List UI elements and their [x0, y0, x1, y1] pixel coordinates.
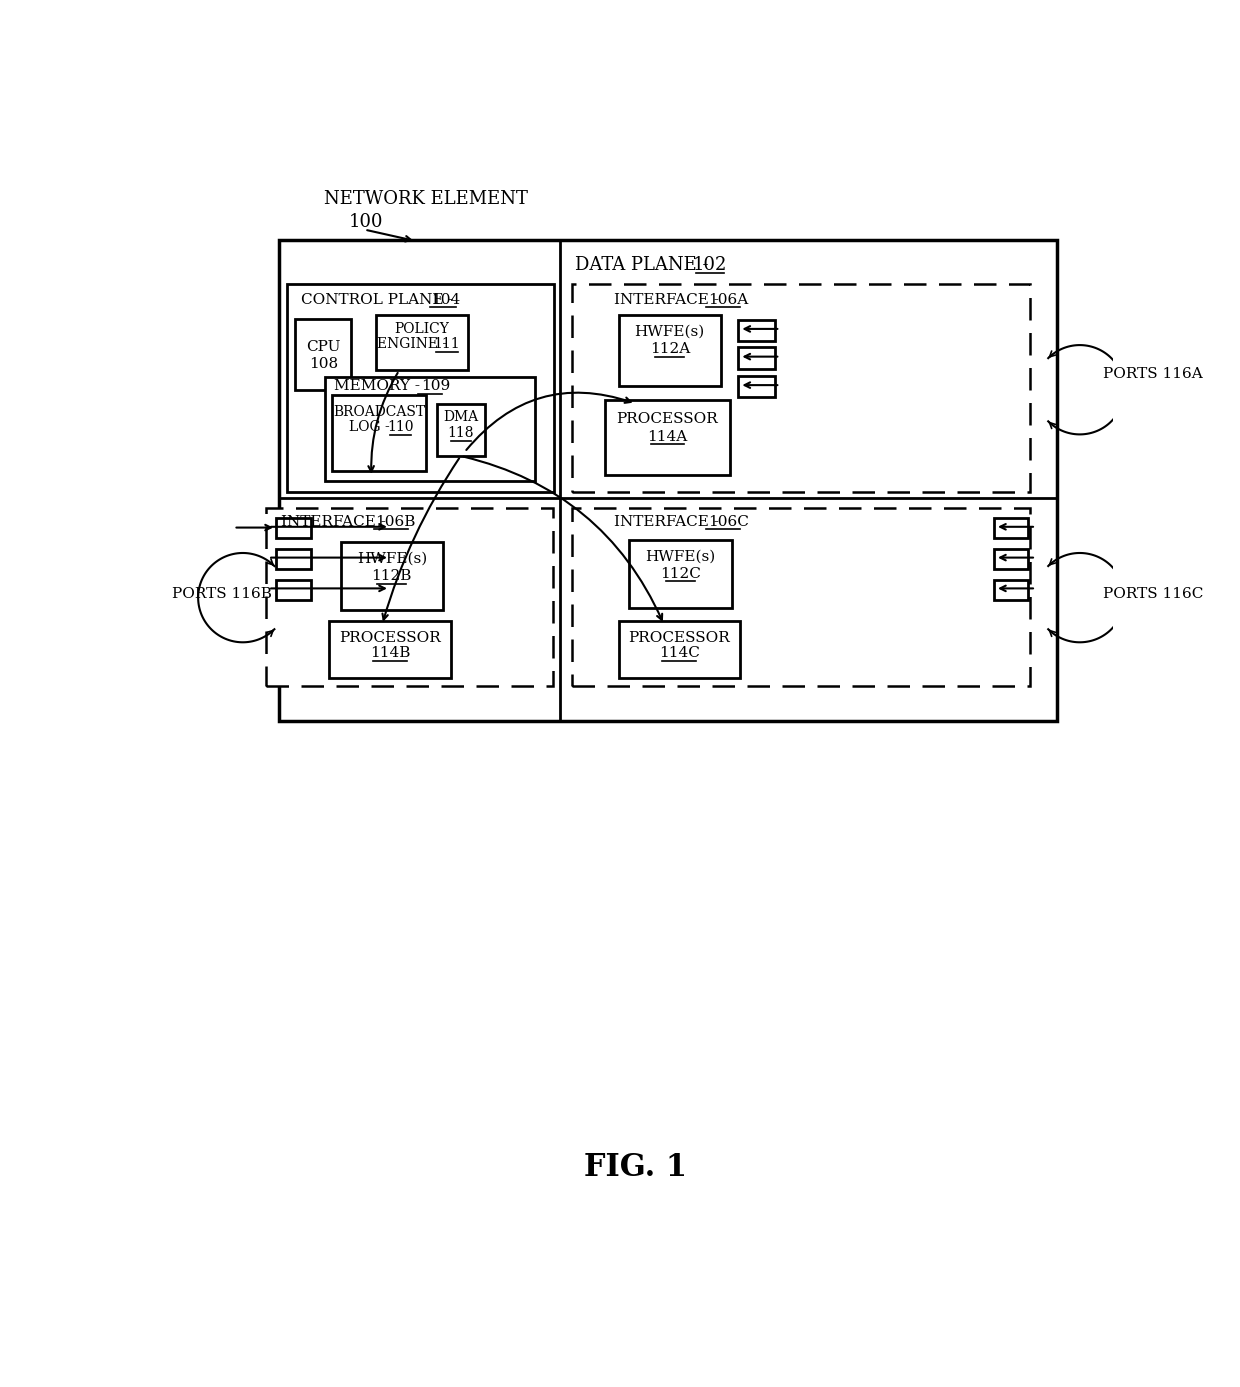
Bar	[436, 404, 485, 456]
Text: 114A: 114A	[647, 430, 687, 444]
Bar	[993, 549, 1028, 569]
Bar	[572, 508, 1029, 687]
Text: 112A: 112A	[650, 343, 689, 356]
Bar	[295, 319, 351, 390]
Text: HWFE(s): HWFE(s)	[357, 552, 427, 566]
Bar	[277, 549, 310, 569]
Text: LOG -: LOG -	[348, 420, 394, 434]
Text: ENGINE -: ENGINE -	[377, 337, 451, 351]
Text: 108: 108	[309, 356, 337, 370]
Text: 112C: 112C	[660, 567, 701, 581]
Text: HWFE(s): HWFE(s)	[635, 325, 704, 338]
Text: PROCESSOR: PROCESSOR	[629, 631, 730, 645]
Bar	[265, 508, 553, 687]
Text: 104: 104	[432, 293, 461, 307]
Text: 114B: 114B	[370, 646, 410, 660]
Text: CPU: CPU	[306, 340, 341, 354]
Bar	[619, 315, 720, 386]
Text: 106A: 106A	[708, 293, 748, 307]
Text: INTERFACE -: INTERFACE -	[281, 515, 391, 530]
Text: DATA PLANE -: DATA PLANE -	[575, 257, 714, 275]
Text: HWFE(s): HWFE(s)	[645, 549, 715, 565]
Text: 118: 118	[448, 426, 474, 440]
Text: MEMORY -: MEMORY -	[335, 379, 425, 393]
Bar	[738, 376, 775, 398]
Text: DMA: DMA	[443, 411, 479, 424]
Bar	[605, 399, 730, 476]
Text: NETWORK ELEMENT: NETWORK ELEMENT	[324, 190, 527, 208]
Text: PORTS 116C: PORTS 116C	[1102, 587, 1203, 601]
Bar	[332, 395, 427, 470]
Text: PORTS 116B: PORTS 116B	[172, 587, 272, 601]
Text: 102: 102	[693, 257, 728, 275]
Text: 100: 100	[350, 212, 383, 230]
Text: INTERFACE -: INTERFACE -	[614, 515, 724, 530]
Bar	[325, 377, 536, 481]
Text: INTERFACE -: INTERFACE -	[614, 293, 724, 307]
Text: PROCESSOR: PROCESSOR	[339, 631, 440, 645]
Text: PROCESSOR: PROCESSOR	[616, 412, 718, 426]
Bar	[738, 319, 775, 341]
Text: 106B: 106B	[376, 515, 415, 530]
Bar	[341, 542, 443, 610]
Text: CONTROL PLANE -: CONTROL PLANE -	[300, 293, 458, 307]
Bar	[376, 315, 469, 370]
Bar	[279, 240, 1056, 721]
Text: BROADCAST: BROADCAST	[334, 405, 425, 419]
Bar	[738, 347, 775, 369]
Text: 111: 111	[434, 337, 460, 351]
Text: PORTS 116A: PORTS 116A	[1102, 368, 1203, 381]
Text: 112B: 112B	[372, 569, 412, 583]
Bar	[286, 284, 554, 492]
Bar	[619, 621, 740, 678]
Text: POLICY: POLICY	[394, 322, 450, 336]
Bar	[993, 580, 1028, 601]
Bar	[993, 519, 1028, 538]
Text: 109: 109	[420, 379, 450, 393]
Bar	[277, 519, 310, 538]
Bar	[277, 580, 310, 601]
Text: FIG. 1: FIG. 1	[584, 1153, 687, 1183]
Bar	[572, 284, 1029, 492]
Text: 106C: 106C	[708, 515, 749, 530]
Text: 114C: 114C	[658, 646, 699, 660]
Text: 110: 110	[387, 420, 414, 434]
Bar	[329, 621, 450, 678]
Bar	[630, 540, 732, 608]
